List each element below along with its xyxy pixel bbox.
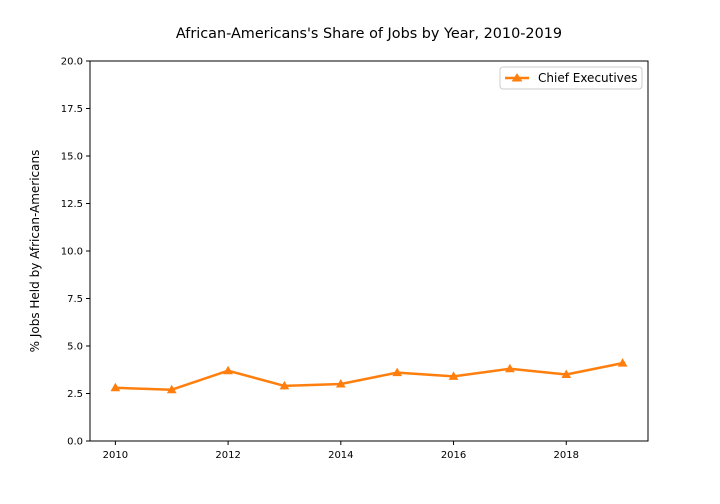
x-tick-label: 2014 — [328, 450, 353, 461]
legend-box — [499, 66, 643, 90]
x-tick-label: 2016 — [441, 450, 466, 461]
y-tick-label: 12.5 — [61, 199, 83, 210]
data-point — [335, 378, 346, 388]
legend-label-chief-executives: Chief Executives — [538, 71, 637, 85]
x-tick-label: 2018 — [554, 450, 579, 461]
y-tick-label: 17.5 — [61, 104, 83, 115]
data-point — [223, 365, 233, 375]
x-tick-label: 2010 — [103, 450, 128, 461]
data-point — [561, 369, 572, 378]
y-tick-label: 15.0 — [61, 152, 83, 163]
x-tick-label: 2012 — [215, 450, 240, 461]
y-tick-label: 10.0 — [61, 247, 83, 258]
legend: Chief Executives — [499, 66, 643, 90]
y-axis-ticks: 0.0 2.5 5.0 7.5 10.0 12.5 15.0 17.5 20.0 — [61, 57, 90, 448]
y-tick-label: 0.0 — [67, 437, 83, 448]
plot-frame — [89, 60, 649, 442]
data-point — [110, 382, 121, 392]
legend-marker-chief-executives — [511, 73, 523, 82]
data-point — [505, 363, 515, 373]
series-line-chief-executives — [115, 361, 623, 391]
data-point — [392, 367, 403, 377]
series-layer — [110, 358, 628, 394]
data-point — [279, 380, 290, 390]
y-tick-label: 7.5 — [67, 294, 83, 305]
data-point — [617, 358, 628, 367]
y-tick-label: 5.0 — [67, 342, 83, 353]
y-tick-label: 2.5 — [67, 389, 83, 400]
data-point — [166, 384, 177, 394]
data-point — [448, 371, 459, 380]
y-axis-label: % Jobs Held by African-Americans — [28, 150, 42, 353]
x-axis-ticks: 2010 2012 2014 2016 2018 — [103, 441, 579, 461]
y-tick-label: 20.0 — [61, 57, 83, 68]
chart-title: African-Americans's Share of Jobs by Yea… — [176, 26, 562, 42]
